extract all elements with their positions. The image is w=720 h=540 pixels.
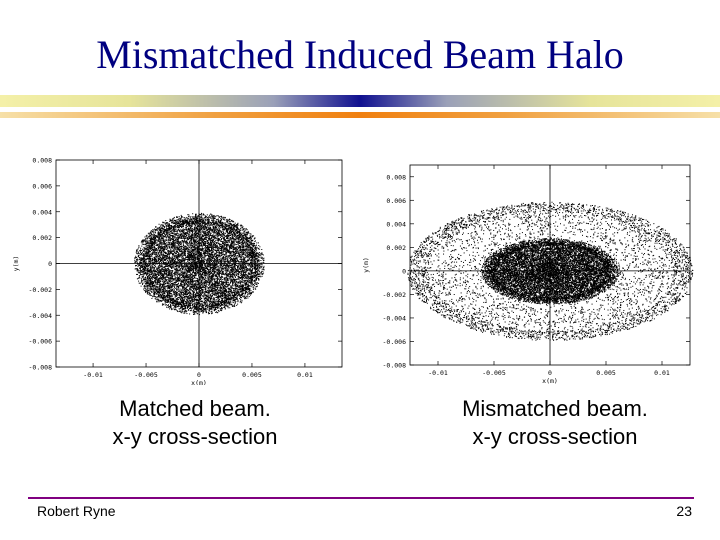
x-axis-label: x(m)	[191, 379, 207, 385]
y-tick-label: 0.004	[32, 208, 52, 216]
beam-particles	[407, 201, 694, 341]
slide-title: Mismatched Induced Beam Halo	[0, 30, 720, 80]
x-tick-label: -0.005	[134, 371, 158, 379]
y-tick-label: -0.002	[383, 291, 407, 299]
y-tick-label: 0.002	[386, 244, 406, 252]
caption-line: Matched beam.	[90, 395, 300, 423]
y-tick-label: 0	[48, 260, 52, 268]
y-tick-label: -0.004	[383, 314, 407, 322]
y-tick-label: 0.002	[32, 234, 52, 242]
y-tick-label: -0.008	[29, 364, 53, 372]
caption-line: Mismatched beam.	[440, 395, 670, 423]
y-tick-label: 0	[402, 267, 406, 275]
y-axis-label: y(m)	[12, 256, 20, 272]
matched-beam-caption: Matched beam. x-y cross-section	[90, 395, 300, 451]
x-tick-label: 0.005	[242, 371, 262, 379]
y-tick-label: -0.008	[383, 362, 407, 370]
x-tick-label: -0.005	[482, 369, 506, 377]
x-tick-label: 0.01	[654, 369, 670, 377]
x-tick-label: 0.01	[297, 371, 313, 379]
caption-line: x-y cross-section	[440, 423, 670, 451]
y-tick-label: -0.004	[29, 312, 53, 320]
x-tick-label: -0.01	[83, 371, 103, 379]
y-tick-label: 0.008	[32, 157, 52, 165]
beam-particles	[134, 212, 265, 316]
y-axis-label: y(m)	[362, 257, 370, 273]
y-tick-label: -0.006	[383, 338, 407, 346]
x-axis-label: x(m)	[542, 377, 558, 385]
y-tick-label: 0.006	[386, 197, 406, 205]
y-tick-label: 0.004	[386, 220, 406, 228]
mismatched-beam-caption: Mismatched beam. x-y cross-section	[440, 395, 670, 451]
footer-divider	[28, 497, 694, 499]
caption-line: x-y cross-section	[90, 423, 300, 451]
x-tick-label: 0	[197, 371, 201, 379]
y-tick-label: 0.008	[386, 173, 406, 181]
page-number: 23	[676, 503, 692, 519]
x-tick-label: -0.01	[428, 369, 448, 377]
y-tick-label: -0.002	[29, 286, 53, 294]
y-tick-label: 0.006	[32, 182, 52, 190]
decorative-gradient-band	[0, 95, 720, 107]
x-tick-label: 0.005	[596, 369, 616, 377]
author-name: Robert Ryne	[37, 503, 116, 519]
mismatched-beam-scatter-plot: 0.008 0.006 0.004 0.002 0 -0.002 -0.004 -0.006 -…	[362, 164, 694, 385]
y-tick-label: -0.006	[29, 338, 53, 346]
matched-beam-scatter-plot: 0.008 0.006 0.004 0.002 0 -0.002 -0.004 -0.006 -…	[12, 157, 343, 385]
decorative-orange-band	[0, 112, 720, 118]
x-tick-label: 0	[548, 369, 552, 377]
